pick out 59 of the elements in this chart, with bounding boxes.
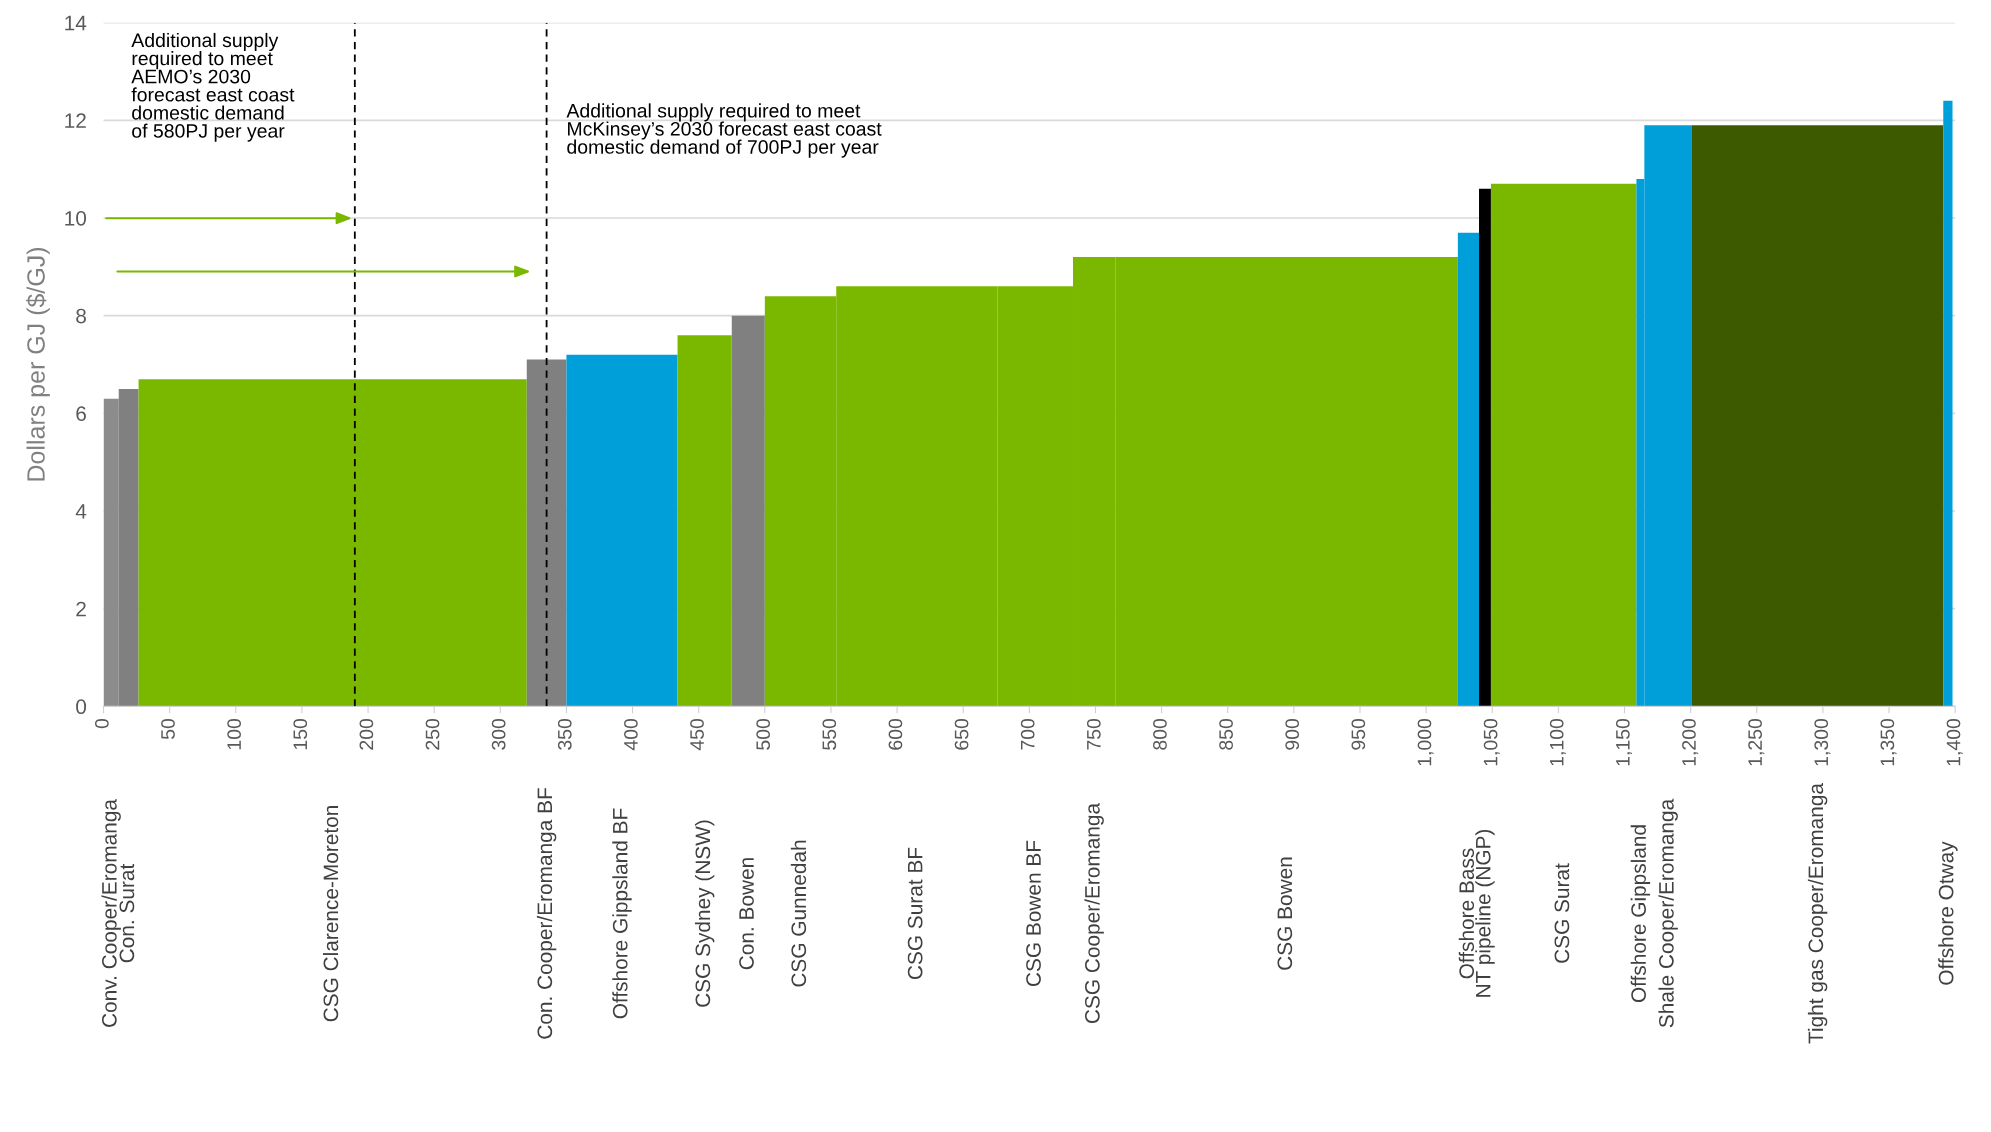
x-tick-label: 600: [888, 718, 903, 750]
x-tick-label: 500: [756, 718, 771, 750]
category-label: Offshore Gippsland BF: [612, 808, 632, 1019]
x-tick-label: 1,400: [1946, 718, 1963, 766]
x-tick-label: 0: [94, 718, 109, 729]
x-tick-label: 1,350: [1880, 718, 1897, 766]
x-tick-label: 750: [1086, 718, 1101, 750]
x-tick-label: 1,000: [1417, 718, 1434, 766]
x-tick-label: 950: [1351, 718, 1366, 750]
y-tick-label: 12: [65, 113, 86, 128]
x-tick-label: 700: [1020, 718, 1035, 750]
y-tick-label: 14: [65, 15, 87, 31]
x-tick-label: 300: [491, 718, 506, 750]
category-label: CSG Surat BF: [907, 847, 923, 980]
category-label: CSG Bowen BF: [1026, 840, 1041, 986]
annotation: Additional supply required to meet AEMO’s 2030 forecast east coast domestic demand of 580PJ per year: [131, 32, 295, 142]
x-tick-label: 150: [293, 718, 308, 750]
x-tick-label: 1,300: [1814, 718, 1831, 766]
x-tick-label: 900: [1285, 718, 1300, 750]
category-label: Offshore Gippsland: [1630, 825, 1651, 1003]
y-tick-label: 2: [76, 601, 86, 617]
category-label: Offshore Otway: [1938, 841, 1958, 985]
category-label: CSG Gunnedah: [790, 840, 807, 987]
category-label: Shale Cooper/Eromanga: [1658, 798, 1678, 1028]
annotation: Additional supply required to meet McKinsey’s 2030 forecast east coast domestic demand of 700PJ per year: [566, 103, 882, 158]
category-label: CSG Bowen: [1277, 857, 1293, 970]
category-label: CSG Sydney (NSW): [694, 820, 715, 1007]
x-tick-label: 200: [359, 718, 374, 750]
category-label: CSG Cooper/Eromanga: [1084, 802, 1104, 1024]
x-tick-label: 50: [161, 718, 175, 740]
category-label: Con. Cooper/Eromanga BF: [536, 788, 557, 1039]
category-label: NT pipeline (NGP): [1475, 829, 1495, 997]
y-tick-label: 6: [76, 406, 86, 422]
y-axis-title: Dollars per GJ ($/GJ): [26, 247, 50, 481]
x-tick-label: 1,200: [1682, 718, 1699, 766]
x-tick-label: 100: [227, 718, 242, 750]
category-label: Tight gas Cooper/Eromanga: [1807, 783, 1828, 1044]
y-tick-label: 0: [76, 699, 87, 715]
category-label: CSG Clarence-Moreton: [322, 806, 339, 1022]
category-label: CSG Surat: [1554, 863, 1570, 963]
x-tick-label: 400: [624, 718, 638, 751]
category-label: Offshore Bass: [1458, 848, 1475, 979]
category-label: Con. Surat: [119, 863, 135, 963]
x-tick-label: 850: [1219, 718, 1233, 750]
x-tick-label: 1,250: [1748, 718, 1765, 766]
x-tick-label: 1,100: [1549, 718, 1566, 766]
x-tick-label: 550: [822, 718, 837, 750]
y-tick-label: 8: [76, 308, 86, 324]
x-tick-label: 1,050: [1483, 718, 1500, 766]
category-label: Con. Bowen: [739, 858, 754, 970]
x-tick-label: 350: [557, 718, 572, 750]
x-tick-label: 800: [1153, 718, 1167, 750]
x-tick-label: 450: [690, 718, 704, 751]
y-tick-label: 4: [75, 504, 87, 519]
x-tick-label: 1,150: [1615, 718, 1633, 766]
category-label: Conv. Cooper/Eromanga: [101, 799, 121, 1027]
x-tick-label: 650: [954, 718, 969, 750]
x-tick-label: 250: [425, 718, 440, 750]
y-tick-label: 10: [65, 210, 87, 226]
